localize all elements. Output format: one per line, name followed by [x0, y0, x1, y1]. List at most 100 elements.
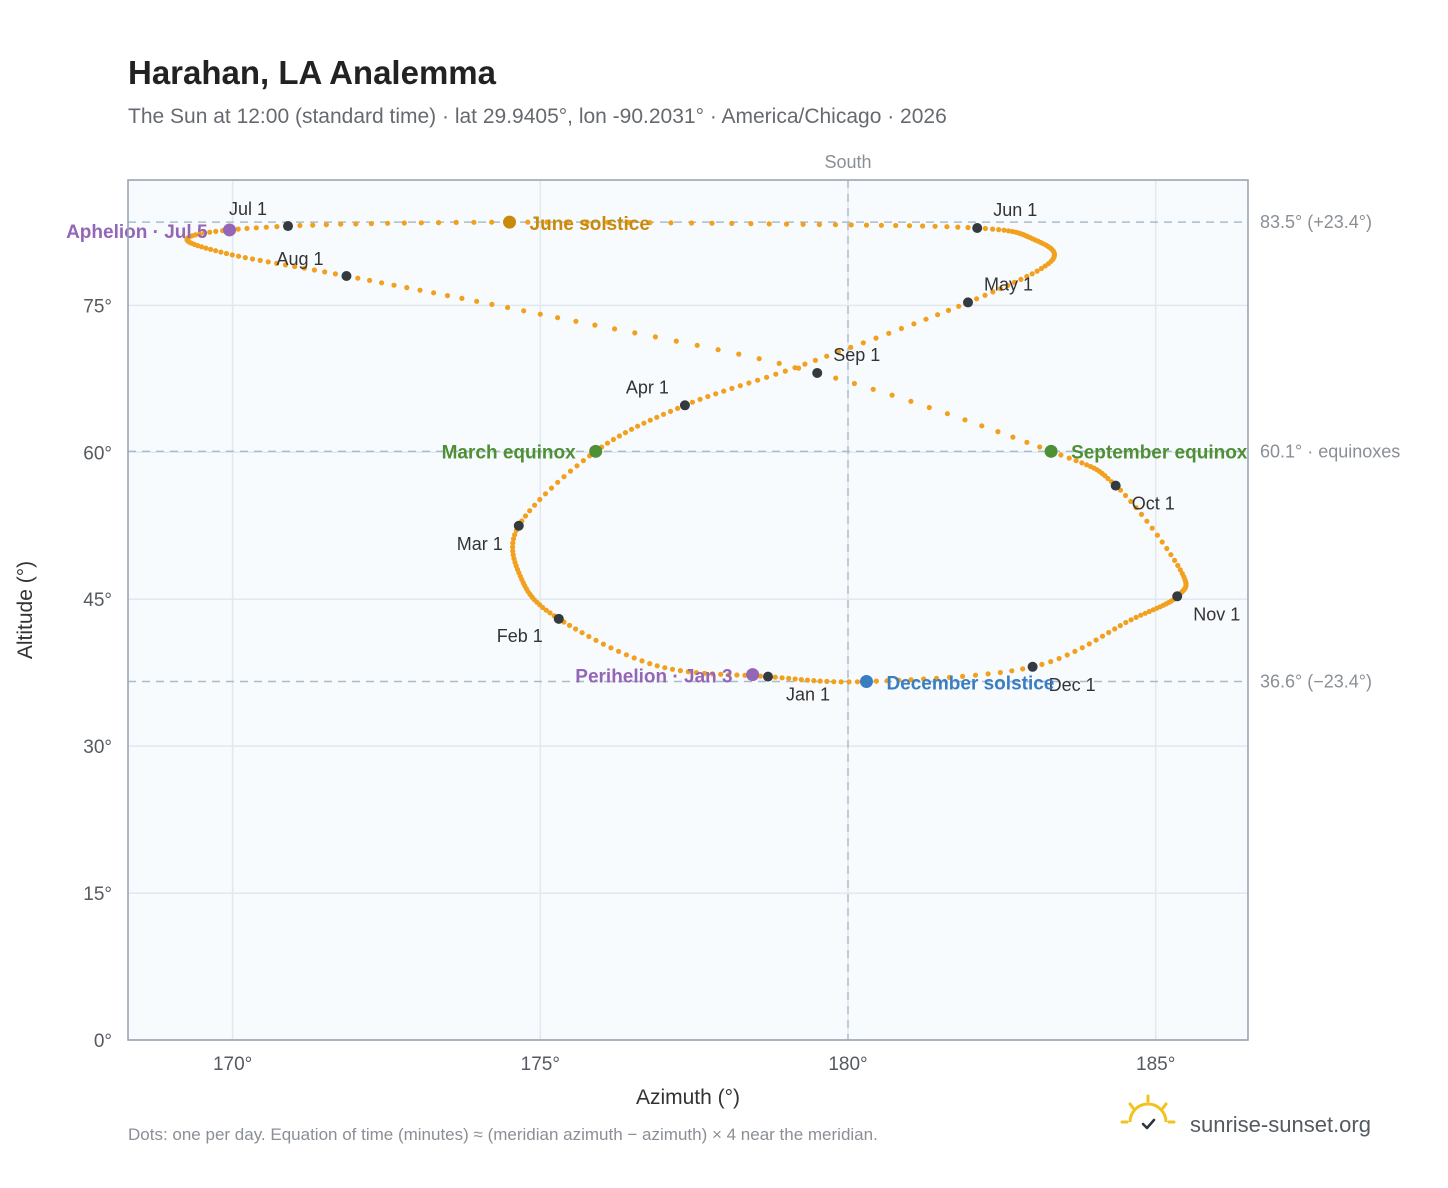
daily-sun-dot	[203, 245, 209, 251]
daily-sun-dot	[566, 622, 573, 629]
daily-sun-dot	[592, 322, 598, 328]
daily-sun-dot	[860, 340, 866, 346]
daily-sun-dot	[896, 677, 902, 683]
daily-sun-dot	[1064, 652, 1070, 658]
daily-sun-dot	[798, 677, 804, 683]
daily-sun-dot	[873, 678, 880, 684]
daily-sun-dot	[1020, 666, 1026, 672]
sun-check-logo-icon	[1120, 1094, 1176, 1130]
daily-sun-dot	[898, 325, 905, 332]
daily-sun-dot	[622, 430, 629, 436]
month-marker	[763, 671, 773, 682]
daily-sun-dot	[1005, 282, 1011, 289]
daily-sun-dot	[718, 671, 724, 677]
daily-sun-dot	[1106, 629, 1112, 636]
daily-sun-dot	[512, 532, 518, 538]
event-label: June solstice	[530, 214, 650, 235]
reference-line-label: 60.1° · equinoxes	[1260, 441, 1400, 461]
daily-sun-dot	[782, 368, 788, 374]
daily-sun-dot	[632, 330, 638, 336]
daily-sun-dot	[955, 224, 961, 230]
daily-sun-dot	[573, 318, 579, 324]
event-label: Aphelion · Jul 5	[66, 222, 208, 243]
event-label: September equinox	[1071, 442, 1248, 463]
brand-name: sunrise-sunset.org	[1190, 1112, 1371, 1137]
daily-sun-dot	[654, 663, 660, 669]
daily-sun-dot	[693, 670, 700, 676]
daily-sun-dot	[561, 474, 567, 480]
daily-sun-dot	[201, 230, 207, 236]
daily-sun-dot	[418, 220, 424, 226]
daily-sun-dot	[1142, 610, 1148, 616]
daily-sun-dot	[542, 491, 549, 497]
daily-sun-dot	[616, 648, 622, 655]
daily-sun-dot	[623, 652, 630, 658]
daily-sun-dot	[783, 221, 790, 227]
event-marker	[223, 223, 237, 237]
daily-sun-dot	[832, 222, 839, 228]
daily-sun-dot	[926, 404, 932, 411]
daily-sun-dot	[863, 222, 870, 228]
daily-sun-dot	[1038, 265, 1044, 272]
daily-sun-dot	[323, 222, 329, 228]
daily-sun-dot	[824, 678, 830, 685]
daily-sun-dot	[521, 308, 527, 314]
daily-sun-dot	[453, 219, 459, 225]
daily-sun-dot	[1058, 452, 1064, 458]
daily-sun-dot	[893, 222, 899, 229]
daily-sun-dot	[274, 224, 280, 230]
daily-sun-dot	[870, 386, 876, 392]
daily-sun-dot	[854, 679, 861, 685]
daily-sun-dot	[1154, 532, 1160, 538]
daily-sun-dot	[878, 222, 885, 228]
daily-sun-dot	[580, 458, 587, 464]
daily-sun-dot	[1073, 458, 1079, 464]
daily-sun-dot	[223, 250, 230, 257]
daily-sun-dot	[401, 220, 407, 226]
daily-sun-dot	[944, 411, 951, 417]
daily-sun-dot	[729, 385, 735, 391]
daily-sun-dot	[1150, 607, 1156, 613]
y-tick-label: 45°	[83, 590, 112, 611]
month-marker-label: Jul 1	[229, 199, 267, 219]
daily-sun-dot	[544, 219, 550, 225]
daily-sun-dot	[1005, 228, 1012, 234]
daily-sun-dot	[979, 423, 985, 429]
daily-sun-dot	[1066, 455, 1072, 461]
daily-sun-dot	[705, 393, 711, 400]
daily-sun-dot	[242, 255, 248, 261]
month-marker-label: Feb 1	[497, 626, 543, 646]
daily-sun-dot	[652, 334, 659, 340]
daily-sun-dot	[962, 417, 968, 423]
daily-sun-dot	[532, 502, 538, 508]
daily-sun-dot	[792, 676, 798, 682]
daily-sun-dot	[831, 679, 837, 685]
daily-sun-dot	[756, 356, 762, 362]
daily-sun-dot	[673, 338, 679, 344]
daily-sun-dot	[510, 548, 516, 554]
daily-sun-dot	[851, 380, 858, 387]
daily-sun-dot	[436, 220, 442, 226]
daily-sun-dot	[1024, 439, 1030, 445]
event-label: Perihelion · Jan 3	[575, 667, 732, 688]
daily-sun-dot	[1048, 659, 1054, 665]
daily-sun-dot	[525, 219, 531, 225]
month-marker-label: Dec 1	[1049, 675, 1096, 695]
daily-sun-dot	[207, 229, 213, 235]
month-marker	[679, 400, 690, 411]
daily-sun-dot	[1128, 617, 1134, 623]
y-tick-label: 0°	[94, 1031, 112, 1052]
daily-sun-dot	[982, 292, 988, 298]
daily-sun-dot	[196, 231, 203, 237]
daily-sun-dot	[944, 224, 950, 230]
daily-sun-dot	[610, 436, 617, 443]
daily-sun-dot	[811, 678, 817, 684]
daily-sun-dot	[933, 675, 940, 681]
daily-sun-dot	[921, 676, 927, 682]
event-marker	[1044, 444, 1058, 458]
month-marker-label: Nov 1	[1193, 604, 1240, 624]
daily-sun-dot	[965, 224, 971, 231]
daily-sun-dot	[509, 544, 516, 550]
daily-sun-dot	[990, 226, 996, 232]
reference-line-label: 83.5° (+23.4°)	[1260, 212, 1372, 232]
